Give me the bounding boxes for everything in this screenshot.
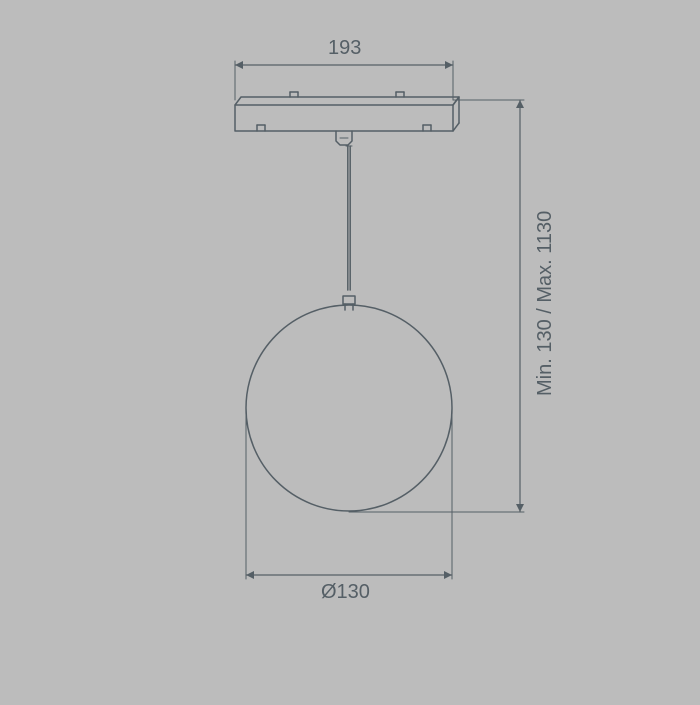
diagram-canvas: 193 Ø130 Min. 130 / Max. 1130: [0, 0, 700, 700]
dimension-label-bottom: Ø130: [321, 581, 370, 604]
dimension-label-top: 193: [328, 37, 361, 60]
dimension-label-right: Min. 130 / Max. 1130: [534, 211, 557, 396]
